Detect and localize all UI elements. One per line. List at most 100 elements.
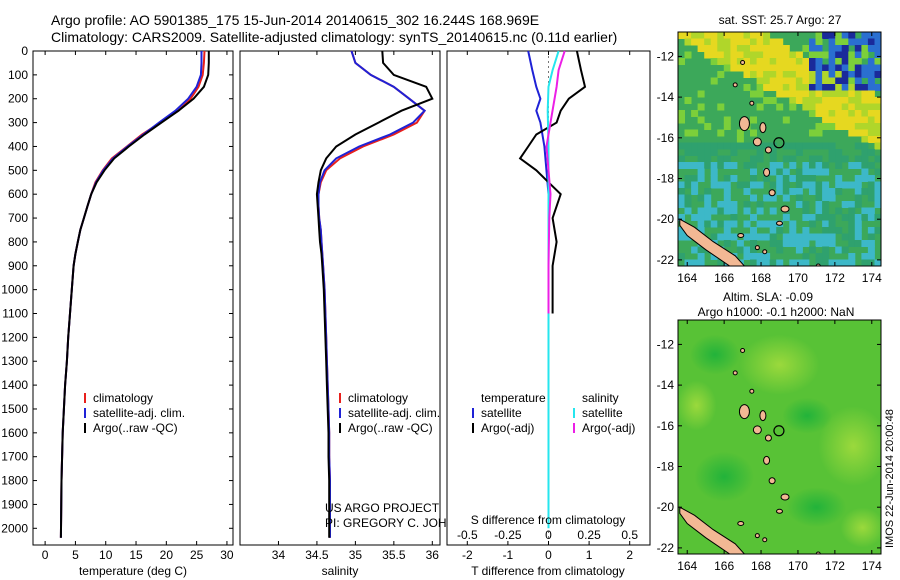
sst-cell [697,149,705,156]
map-y-tick-label: -16 [657,419,675,433]
land-island [752,137,762,147]
difference-legend: temperature salinitysatelliteArgo(-adj)sa… [472,391,635,435]
sst-cell [828,45,836,52]
sst-cell [854,77,862,85]
x-tick-label: 30 [220,548,234,562]
sst-cell [802,162,810,169]
land-island [768,477,776,485]
sst-cell [763,253,771,260]
sst-cell [841,32,849,39]
sst-cell [809,38,816,46]
sst-cell [678,116,685,124]
sst-cell [710,38,718,46]
sst-cell [841,110,849,117]
sst-cell [861,149,869,156]
sst-cell [854,129,862,137]
sst-cell [822,71,830,78]
sst-cell [710,175,718,182]
sst-cell [678,233,685,241]
sst-cell [763,38,771,46]
sst-cell [809,84,816,91]
sst-cell [874,64,881,72]
sst-cell [822,259,830,266]
sst-cell [861,207,869,215]
sst-cell [743,220,751,228]
x-tick-label: 35 [349,548,363,562]
sst-cell [802,240,810,247]
map-y-tick-label: -16 [657,131,675,145]
sst-cell [730,220,738,228]
map-y-tick-label: -12 [657,337,675,351]
y-tick-label: 1400 [1,378,28,392]
sst-cell [736,136,744,143]
sst-cell [789,175,797,182]
sst-cell [769,240,777,247]
sst-cell [841,71,849,78]
sst-cell [802,71,810,78]
sst-cell [835,227,843,234]
sst-cell [854,123,862,130]
sst-cell [848,201,856,208]
sst-cell [854,58,862,65]
land-island [780,493,790,501]
sst-cell [848,207,856,215]
sst-cell [750,90,757,98]
sst-cell [841,155,849,163]
sst-cell [730,214,738,221]
sst-cell [710,207,718,215]
sst-cell [822,207,830,215]
sst-cell [750,58,757,65]
sst-cell [776,51,784,59]
sst-cell [769,71,777,78]
sst-cell [822,64,830,72]
sst-cell [854,110,862,117]
sst-cell [854,162,862,169]
sst-cell [776,240,784,247]
sst-argo-position-marker [773,137,785,149]
sst-cell [822,227,830,234]
sst-cell [723,162,731,169]
sst-cell [841,181,849,189]
sst-cell [782,51,790,59]
sst-cell [854,142,862,150]
sst-cell [835,149,843,156]
y-tick-label: 1900 [1,497,28,511]
sst-cell [697,116,705,124]
sst-cell [848,240,856,247]
sst-cell [750,116,757,124]
sla-anomaly-blob [840,507,881,548]
x-tick-label: 34 [272,548,286,562]
sst-cell [795,240,803,247]
map-x-tick-label: 164 [677,271,697,285]
sst-cell [763,233,771,241]
sst-cell [723,175,731,182]
sst-cell [861,38,869,46]
sst-map-frame [677,31,882,267]
sst-cell [867,58,875,65]
sst-cell [874,259,881,266]
sst-cell [736,129,744,137]
sst-cell [815,32,823,39]
land-island [737,520,745,526]
sst-cell [867,175,875,182]
land-new-caledonia [679,218,746,266]
sst-cell [782,175,790,182]
map-y-tick-label: -18 [657,172,675,186]
sst-cell [854,45,862,52]
sst-cell [867,194,875,202]
sst-cell [763,77,771,85]
sst-cell [867,149,875,156]
sst-cell [697,32,705,39]
sst-cell [697,142,705,150]
sst-cell [835,51,843,59]
sst-cell [678,181,685,189]
sst-cell [874,97,881,104]
sst-cell [678,162,685,169]
sst-cell [736,246,744,254]
sst-cell [867,207,875,215]
sst-cell [874,188,881,195]
land-island [763,167,771,177]
sst-cell [802,227,810,234]
sst-cell [861,240,869,247]
sst-cell [776,259,784,266]
